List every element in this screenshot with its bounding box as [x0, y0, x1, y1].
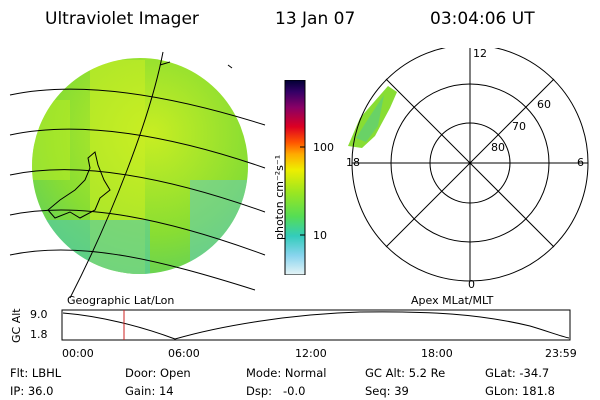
- info-mode: Mode: Normal: [246, 366, 327, 380]
- time-label: 03:04:06 UT: [430, 9, 535, 29]
- info-dsp: Dsp: -0.0: [246, 384, 306, 398]
- mlt-label-6: 6: [577, 156, 584, 169]
- info-door: Door: Open: [125, 366, 191, 380]
- mlat-label-80: 80: [491, 141, 505, 154]
- geographic-image: [9, 51, 266, 299]
- altitude-xtick-1200: 12:00: [295, 347, 327, 360]
- info-flt: Flt: LBHL: [10, 366, 62, 380]
- colorbar-unit-label: photon cm⁻²s⁻¹: [273, 154, 286, 240]
- info-glat: GLat: -34.7: [485, 366, 550, 380]
- colorbar: [284, 80, 306, 275]
- geographic-label: Geographic Lat/Lon: [67, 294, 175, 307]
- mlt-label-12: 12: [473, 47, 487, 60]
- info-glon: GLon: 181.8: [485, 384, 555, 398]
- mlat-label-60: 60: [537, 98, 551, 111]
- mlt-label-0: 0: [468, 278, 475, 291]
- instrument-title: Ultraviolet Imager: [45, 9, 199, 29]
- colorbar-tick-100: 100: [313, 141, 334, 154]
- altitude-xtick-0600: 06:00: [168, 347, 200, 360]
- altitude-ytick-9: 9.0: [30, 308, 48, 321]
- info-ip: IP: 36.0: [10, 384, 54, 398]
- altitude-xtick-0000: 00:00: [62, 347, 94, 360]
- mlt-label-18: 18: [346, 156, 360, 169]
- apex-label: Apex MLat/MLT: [411, 294, 494, 307]
- colorbar-tick-10: 10: [313, 229, 327, 242]
- altitude-ytick-1-8: 1.8: [30, 328, 48, 341]
- date-label: 13 Jan 07: [275, 9, 356, 29]
- info-gc-alt: GC Alt: 5.2 Re: [365, 366, 446, 380]
- mlat-label-70: 70: [512, 120, 526, 133]
- altitude-plot: [61, 309, 571, 341]
- info-seq: Seq: 39: [365, 384, 409, 398]
- altitude-ylabel: GC Alt: [10, 308, 23, 343]
- polar-plot: [348, 48, 589, 282]
- altitude-xtick-2359: 23:59: [545, 347, 577, 360]
- info-gain: Gain: 14: [125, 384, 174, 398]
- altitude-xtick-1800: 18:00: [421, 347, 453, 360]
